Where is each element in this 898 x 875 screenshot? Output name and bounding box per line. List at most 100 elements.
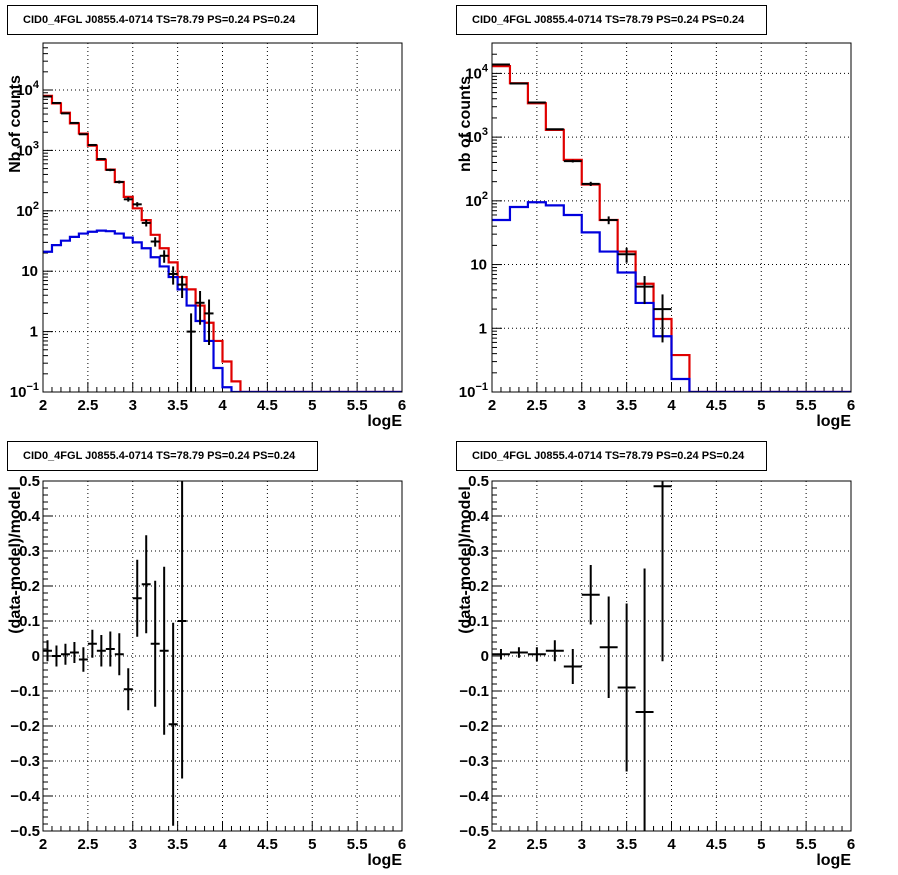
data-point xyxy=(78,133,88,136)
residual-point xyxy=(141,535,151,634)
x-tick-label: 6 xyxy=(847,836,855,853)
residual-point xyxy=(563,649,582,684)
data-point xyxy=(60,112,70,115)
x-tick-label: 5.5 xyxy=(796,836,817,853)
residual-point xyxy=(132,559,142,637)
x-tick-label: 2.5 xyxy=(77,836,98,853)
x-tick-label: 6 xyxy=(847,397,855,414)
y-tick-label: −0.4 xyxy=(459,788,489,805)
x-tick-label: 4.5 xyxy=(257,397,278,414)
data-point xyxy=(563,159,582,163)
chart-title: CID0_4FGL J0855.4-0714 TS=78.79 PS=0.24 … xyxy=(472,14,745,26)
x-tick-label: 6 xyxy=(398,836,406,853)
y-tick-label: 0 xyxy=(481,648,489,665)
title-box xyxy=(456,5,767,35)
x-tick-label: 5.5 xyxy=(347,836,368,853)
x-tick-label: 4.5 xyxy=(706,397,727,414)
data-layer xyxy=(43,481,187,826)
data-point xyxy=(51,101,61,104)
y-axis-label: nb of counts xyxy=(457,76,474,172)
residual-point xyxy=(51,645,61,667)
data-point xyxy=(653,294,672,343)
chart-title: CID0_4FGL J0855.4-0714 TS=78.79 PS=0.24 … xyxy=(472,450,745,462)
x-tick-label: 2.5 xyxy=(526,836,547,853)
x-tick-label: 3.5 xyxy=(616,397,637,414)
x-tick-label: 6 xyxy=(398,397,406,414)
pad-bottom-left: CID0_4FGL J0855.4-0714 TS=78.79 PS=0.24 … xyxy=(7,441,406,869)
residual-point xyxy=(159,566,169,735)
data-point xyxy=(527,101,546,104)
y-tick-label: −0.3 xyxy=(459,753,489,770)
residual-point xyxy=(545,640,564,662)
data-layer xyxy=(43,94,402,392)
x-tick-label: 4 xyxy=(218,397,227,414)
residual-point xyxy=(150,580,160,707)
data-point xyxy=(159,250,169,263)
residual-point xyxy=(492,649,510,660)
x-tick-label: 3 xyxy=(129,836,137,853)
y-tick-label: −0.2 xyxy=(10,718,40,735)
data-point xyxy=(545,128,564,131)
y-tick-label: −0.2 xyxy=(459,718,489,735)
y-tick-label: −0.3 xyxy=(10,753,40,770)
data-point xyxy=(177,275,187,298)
data-layer xyxy=(492,63,851,392)
y-tick-label: 104 xyxy=(16,79,40,99)
residual-point xyxy=(599,596,618,698)
y-axis-label: (data-model)/model xyxy=(7,486,24,634)
y-tick-label: 0 xyxy=(32,648,40,665)
data-point xyxy=(204,299,214,345)
residual-point xyxy=(60,643,70,665)
y-tick-label: 10−1 xyxy=(10,381,39,401)
y-tick-label: 0.4 xyxy=(468,508,490,525)
axis-ticks xyxy=(42,42,403,393)
x-axis-label: logE xyxy=(816,413,851,430)
x-tick-label: 3 xyxy=(578,397,586,414)
residual-point xyxy=(581,565,600,625)
title-box xyxy=(7,5,318,35)
data-point xyxy=(141,219,151,227)
data-point xyxy=(69,121,79,124)
y-tick-label: −0.1 xyxy=(459,683,489,700)
x-tick-label: 2 xyxy=(39,836,47,853)
y-tick-label: 104 xyxy=(465,62,489,82)
x-tick-label: 2 xyxy=(488,397,496,414)
residual-point xyxy=(635,568,654,831)
y-tick-label: 103 xyxy=(465,126,488,146)
data-point xyxy=(186,313,196,392)
x-tick-label: 5 xyxy=(308,397,316,414)
x-tick-label: 4 xyxy=(667,836,676,853)
x-tick-label: 2 xyxy=(488,836,496,853)
plot-frame xyxy=(491,480,852,832)
y-tick-label: 10−1 xyxy=(459,381,488,401)
pad-top-right: CID0_4FGL J0855.4-0714 TS=78.79 PS=0.24 … xyxy=(456,5,855,430)
x-tick-label: 3 xyxy=(578,836,586,853)
x-tick-label: 4 xyxy=(667,397,676,414)
x-tick-label: 4 xyxy=(218,836,227,853)
data-point xyxy=(123,197,133,202)
data-point xyxy=(617,247,636,263)
y-tick-label: 0.2 xyxy=(468,578,489,595)
data-point xyxy=(105,168,115,172)
y-tick-label: 103 xyxy=(16,139,39,159)
y-tick-label: 0.5 xyxy=(468,473,489,490)
data-point xyxy=(43,95,52,98)
y-tick-label: −0.5 xyxy=(459,823,489,840)
plot-area xyxy=(43,481,402,831)
data-point xyxy=(509,82,528,85)
pad-bottom-right: CID0_4FGL J0855.4-0714 TS=78.79 PS=0.24 … xyxy=(456,441,855,869)
title-box xyxy=(7,441,318,471)
plot-area xyxy=(43,43,402,392)
x-axis-label: logE xyxy=(367,852,402,869)
y-tick-label: −0.1 xyxy=(10,683,40,700)
plot-area xyxy=(492,481,851,831)
data-point xyxy=(132,202,142,207)
y-tick-label: −0.4 xyxy=(10,788,40,805)
x-tick-label: 2 xyxy=(39,397,47,414)
data-point xyxy=(114,180,124,184)
x-tick-label: 5.5 xyxy=(347,397,368,414)
y-tick-label: 0.1 xyxy=(19,613,40,630)
y-tick-label: 102 xyxy=(465,190,488,210)
y-tick-label: 10 xyxy=(21,263,38,280)
